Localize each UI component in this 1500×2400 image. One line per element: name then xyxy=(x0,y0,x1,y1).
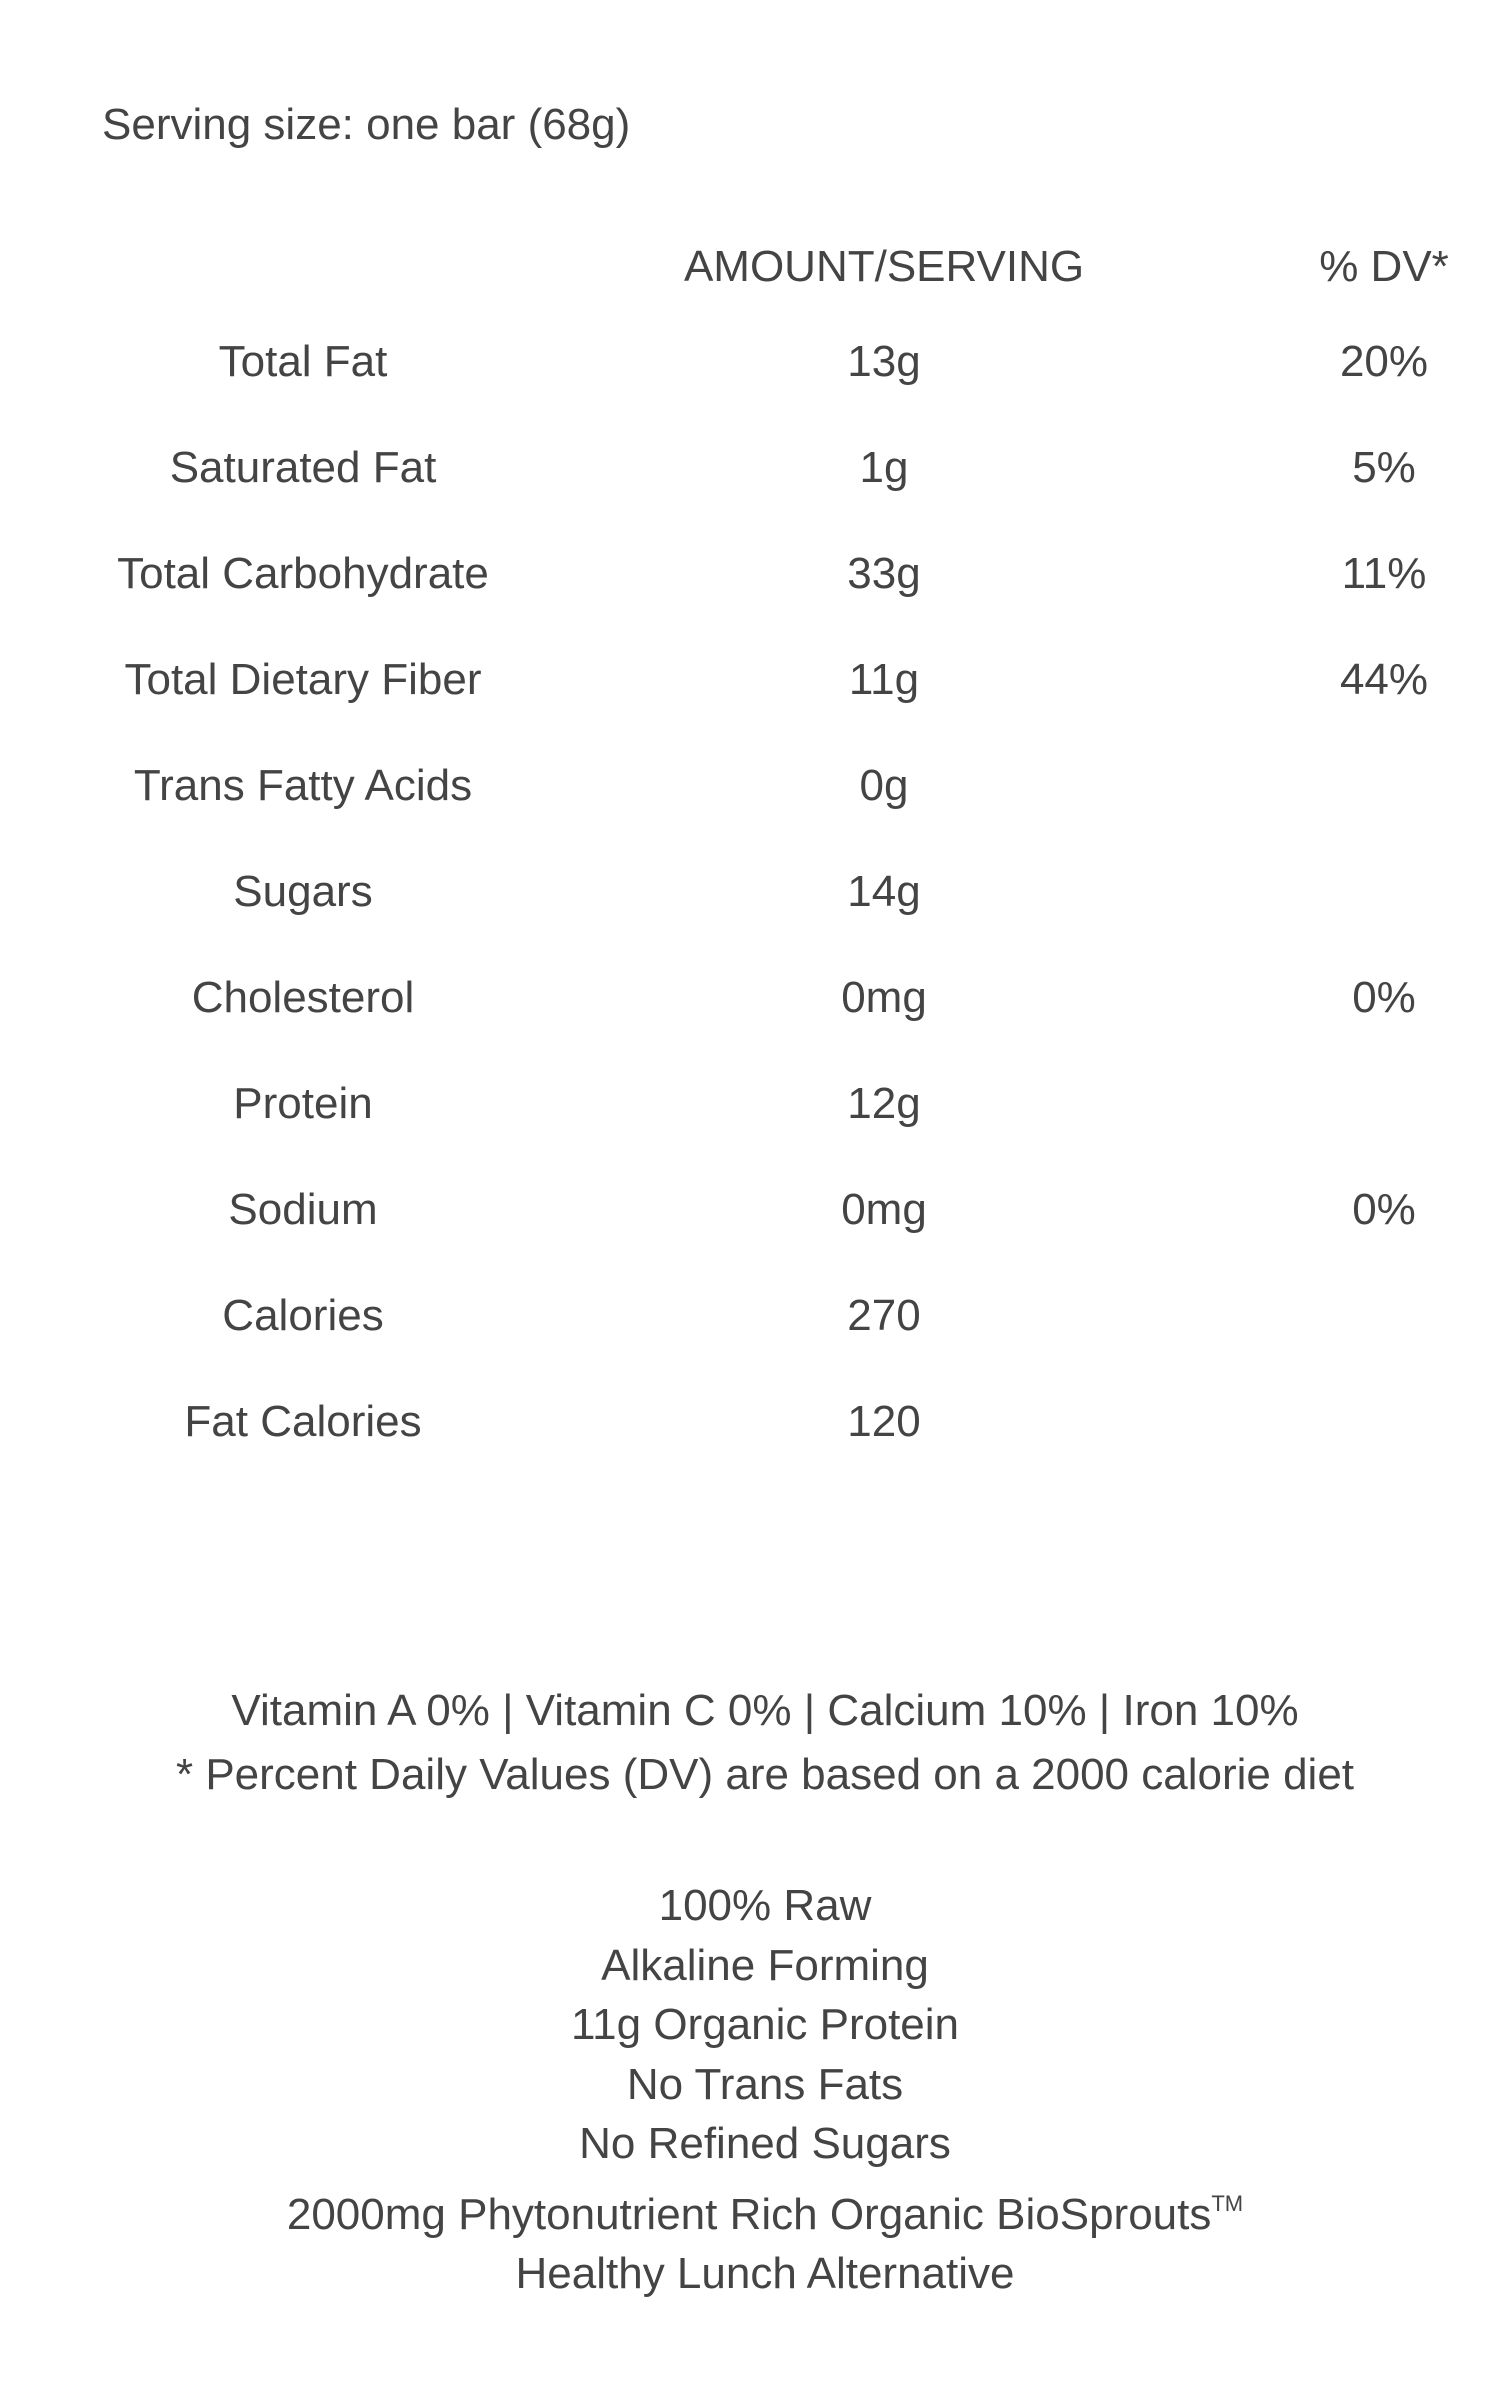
dv-value: 0% xyxy=(1352,1185,1416,1234)
claim-text: 2000mg Phytonutrient Rich Organic BioSpr… xyxy=(286,2189,1212,2239)
dv-value: 5% xyxy=(1352,443,1416,492)
nutrient-name: Total Fat xyxy=(218,337,388,386)
trademark-symbol: TM xyxy=(1211,2190,1244,2216)
amount-value: 11g xyxy=(848,655,920,704)
nutrient-name: Total Carbohydrate xyxy=(117,549,489,598)
header-amount: AMOUNT/SERVING xyxy=(683,242,1085,291)
nutrient-name: Saturated Fat xyxy=(169,443,437,492)
dv-value: 0% xyxy=(1352,973,1416,1022)
table-row: Total Carbohydrate 33g 11% xyxy=(0,521,1500,627)
table-row: Calories 270 xyxy=(0,1263,1500,1369)
amount-value: 120 xyxy=(847,1397,921,1446)
nutrient-name: Protein xyxy=(233,1079,373,1128)
claim: Alkaline Forming xyxy=(601,1940,929,1990)
claim: 100% Raw xyxy=(658,1881,872,1930)
amount-value: 13g xyxy=(847,337,921,386)
amount-value: 270 xyxy=(847,1291,921,1340)
nutrient-name: Sugars xyxy=(233,867,373,916)
nutrition-table: AMOUNT/SERVING % DV* Total Fat 13g 20% Satu… xyxy=(0,225,1500,1475)
serving-size: Serving size: one bar (68g) xyxy=(102,100,631,149)
table-row: Total Fat 13g 20% xyxy=(0,309,1500,415)
table-row: Cholesterol 0mg 0% xyxy=(0,945,1500,1051)
claim: 11g Organic Protein xyxy=(570,2000,960,2049)
amount-value: 1g xyxy=(859,443,909,492)
nutrient-name: Fat Calories xyxy=(184,1397,422,1446)
dv-value: 20% xyxy=(1339,337,1429,386)
table-row: Trans Fatty Acids 0g xyxy=(0,733,1500,839)
nutrient-name: Cholesterol xyxy=(191,973,415,1022)
nutrient-name: Sodium xyxy=(228,1185,378,1234)
nutrient-name: Trans Fatty Acids xyxy=(133,761,473,810)
header-dv: % DV* xyxy=(1319,242,1449,291)
table-row: Saturated Fat 1g 5% xyxy=(0,415,1500,521)
amount-value: 0mg xyxy=(841,973,927,1022)
dv-value: 11% xyxy=(1341,549,1427,598)
table-row: Total Dietary Fiber 11g 44% xyxy=(0,627,1500,733)
table-header: AMOUNT/SERVING % DV* xyxy=(0,225,1500,309)
dv-disclaimer: * Percent Daily Values (DV) are based on… xyxy=(175,1750,1355,1799)
amount-value: 14g xyxy=(847,867,921,916)
amount-value: 0g xyxy=(859,761,909,810)
table-row: Sugars 14g xyxy=(0,839,1500,945)
nutrient-name: Calories xyxy=(222,1291,384,1340)
claim: No Refined Sugars xyxy=(579,2119,951,2168)
claim: Healthy Lunch Alternative xyxy=(515,2249,1015,2298)
nutrient-name: Total Dietary Fiber xyxy=(124,655,482,704)
claim: 2000mg Phytonutrient Rich Organic BioSpr… xyxy=(0,2174,1500,2245)
table-row: Protein 12g xyxy=(0,1051,1500,1157)
dv-value: 44% xyxy=(1339,655,1429,704)
amount-value: 33g xyxy=(847,549,921,598)
amount-value: 0mg xyxy=(841,1185,927,1234)
claim: No Trans Fats xyxy=(626,2059,904,2109)
amount-value: 12g xyxy=(847,1079,921,1128)
vitamins-line: Vitamin A 0% | Vitamin C 0% | Calcium 10… xyxy=(231,1686,1299,1735)
product-claims: 100% Raw Alkaline Forming 11g Organic Pr… xyxy=(0,1876,1500,2304)
table-row: Fat Calories 120 xyxy=(0,1369,1500,1475)
table-row: Sodium 0mg 0% xyxy=(0,1157,1500,1263)
